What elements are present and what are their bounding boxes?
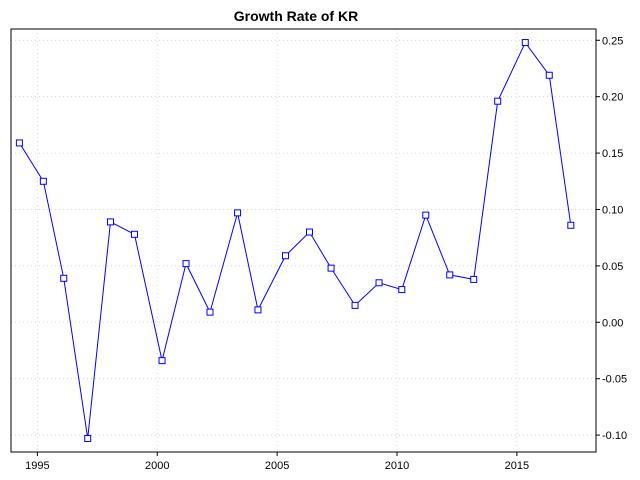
data-point-17 (422, 211, 430, 219)
data-point-20 (494, 97, 502, 105)
x-tick-label: 2015 (505, 460, 529, 472)
data-point-15 (375, 279, 383, 287)
data-point-5 (130, 230, 138, 238)
data-point-1 (39, 177, 47, 185)
data-point-2 (60, 274, 68, 282)
y-tick-label: -0.05 (602, 374, 627, 386)
x-tick-label: 2000 (145, 460, 169, 472)
plot-frame (10, 28, 597, 453)
data-point-11 (282, 252, 290, 260)
x-tick-label: 2010 (385, 460, 409, 472)
data-point-4 (106, 218, 114, 226)
y-tick-label: 0.10 (602, 204, 623, 216)
data-point-6 (158, 357, 166, 365)
data-point-9 (234, 209, 242, 217)
data-point-18 (446, 271, 454, 279)
data-point-13 (327, 264, 335, 272)
x-tick-label: 1995 (25, 460, 49, 472)
data-point-23 (567, 221, 575, 229)
y-tick-label: -0.10 (602, 430, 627, 442)
chart-title: Growth Rate of KR (234, 8, 358, 24)
y-tick-label: 0.25 (602, 35, 623, 47)
data-point-10 (254, 306, 262, 314)
y-tick-label: 0.15 (602, 148, 623, 160)
data-point-7 (182, 260, 190, 268)
data-point-22 (545, 71, 553, 79)
data-point-16 (398, 286, 406, 294)
y-tick-label: 0.20 (602, 92, 623, 104)
data-point-8 (206, 308, 214, 316)
data-point-19 (470, 275, 478, 283)
data-point-12 (305, 228, 313, 236)
data-point-21 (521, 39, 529, 47)
grid (11, 29, 596, 452)
x-tick-label: 2005 (265, 460, 289, 472)
series-kr (15, 39, 575, 442)
y-tick-label: 0.05 (602, 261, 623, 273)
axes: 1995 2000 2005 2010 2015 -0.10 -0.05 0.00 0.05 0.… (25, 35, 627, 472)
y-tick-label: 0.00 (602, 317, 623, 329)
data-point-0 (15, 139, 23, 147)
data-point-3 (84, 434, 92, 442)
series-line (18, 41, 572, 439)
data-point-14 (351, 301, 359, 309)
